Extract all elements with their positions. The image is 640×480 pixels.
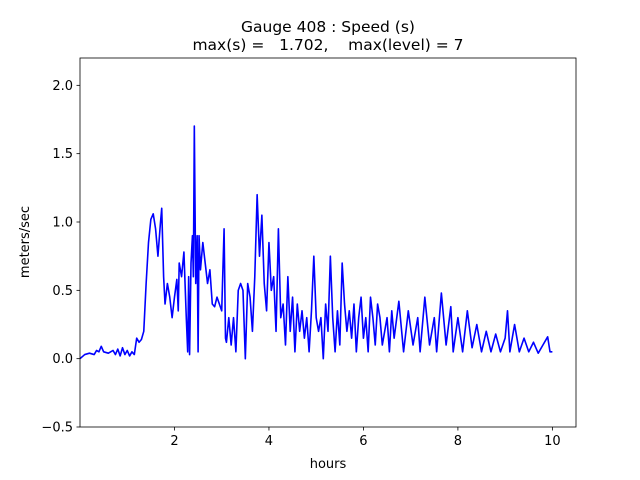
x-tick-label: 2 xyxy=(170,434,178,449)
x-tick-label: 8 xyxy=(454,434,462,449)
y-axis-label: meters/sec xyxy=(18,206,33,278)
x-tick-label: 10 xyxy=(544,434,561,449)
x-tick-label: 4 xyxy=(265,434,273,449)
y-tick-label: 0.5 xyxy=(52,284,73,299)
y-tick-label: 1.0 xyxy=(52,216,73,231)
chart-title: Gauge 408 : Speed (s) xyxy=(241,18,415,36)
plot-frame xyxy=(79,57,577,428)
x-tick-label: 6 xyxy=(359,434,367,449)
y-tick-label: 0.0 xyxy=(52,352,73,367)
y-tick-label: 1.5 xyxy=(52,147,73,162)
data-line xyxy=(80,125,553,360)
y-tick-label: −0.5 xyxy=(41,421,73,436)
y-tick-label: 2.0 xyxy=(52,79,73,94)
x-axis-label: hours xyxy=(310,457,347,472)
chart-subtitle: max(s) = 1.702, max(level) = 7 xyxy=(192,36,463,54)
